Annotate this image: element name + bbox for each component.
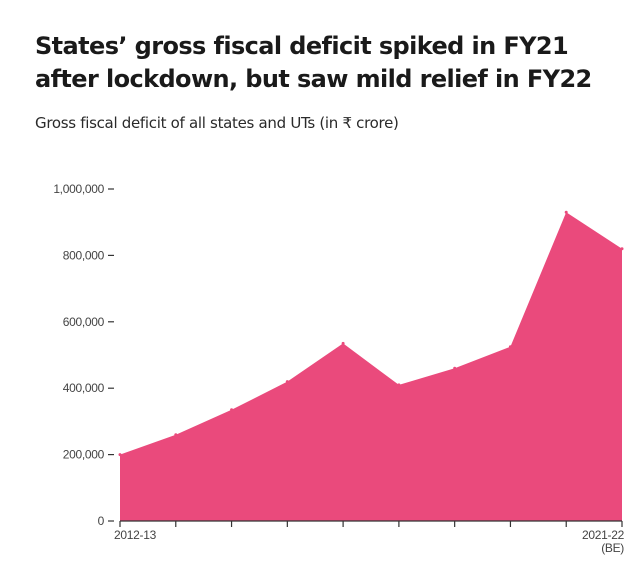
y-tick-label: 200,000 <box>63 448 105 462</box>
data-point <box>564 210 568 214</box>
area-series <box>120 212 622 521</box>
data-point <box>620 247 624 251</box>
data-point <box>341 341 345 345</box>
x-tick-label: 2012-13 <box>114 528 157 542</box>
x-tick-label: 2021-22 <box>582 528 625 542</box>
chart-title: States’ gross fiscal deficit spiked in F… <box>35 32 592 93</box>
data-point <box>508 345 512 349</box>
y-tick-label: 800,000 <box>63 248 105 262</box>
data-point <box>397 383 401 387</box>
y-tick-label: 400,000 <box>63 381 105 395</box>
x-tick-label: (BE) <box>601 541 624 555</box>
y-tick-label: 0 <box>98 514 105 528</box>
data-point <box>174 433 178 437</box>
y-tick-label: 1,000,000 <box>53 182 104 196</box>
data-point <box>453 366 457 370</box>
chart-subtitle: Gross fiscal deficit of all states and U… <box>35 114 399 132</box>
data-point <box>230 408 234 412</box>
y-tick-label: 600,000 <box>63 315 105 329</box>
data-point <box>118 453 122 457</box>
data-point <box>285 380 289 384</box>
